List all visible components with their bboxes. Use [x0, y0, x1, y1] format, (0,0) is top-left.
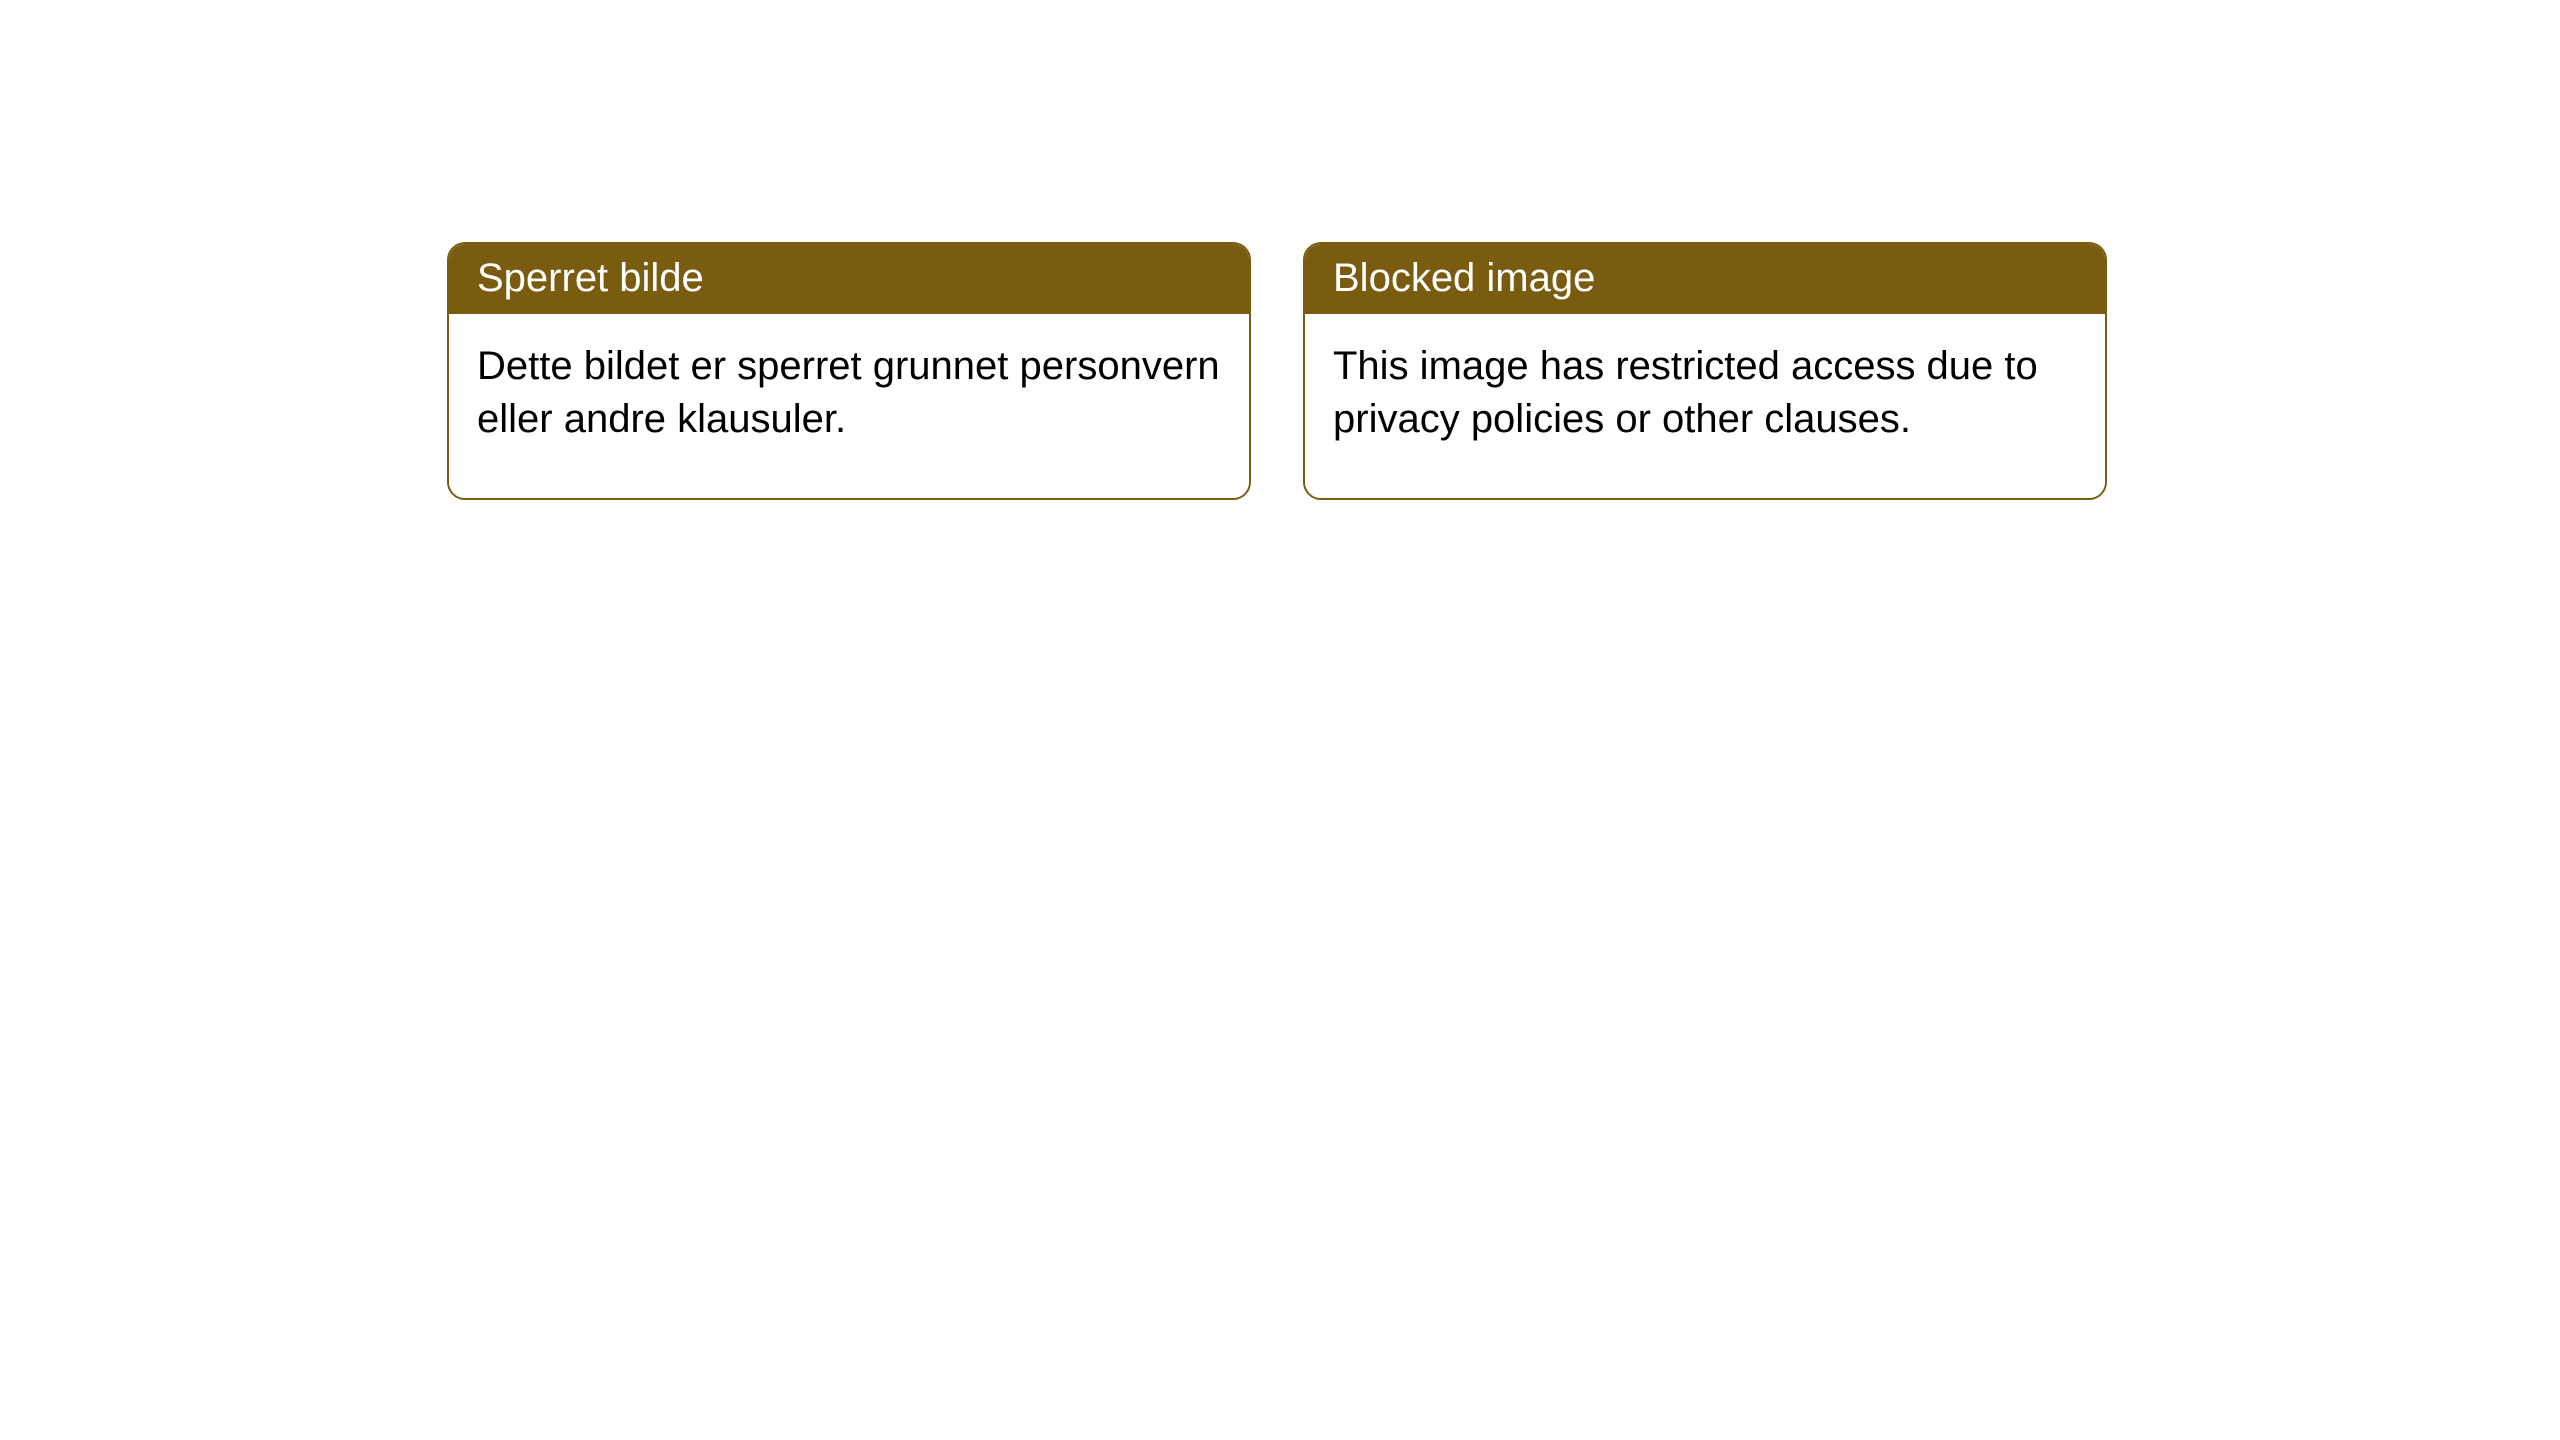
notice-header-no: Sperret bilde [449, 244, 1249, 314]
notice-container: Sperret bilde Dette bildet er sperret gr… [0, 0, 2560, 500]
notice-header-en: Blocked image [1305, 244, 2105, 314]
notice-body-no: Dette bildet er sperret grunnet personve… [449, 314, 1249, 498]
notice-card-no: Sperret bilde Dette bildet er sperret gr… [447, 242, 1251, 500]
notice-body-en: This image has restricted access due to … [1305, 314, 2105, 498]
notice-card-en: Blocked image This image has restricted … [1303, 242, 2107, 500]
